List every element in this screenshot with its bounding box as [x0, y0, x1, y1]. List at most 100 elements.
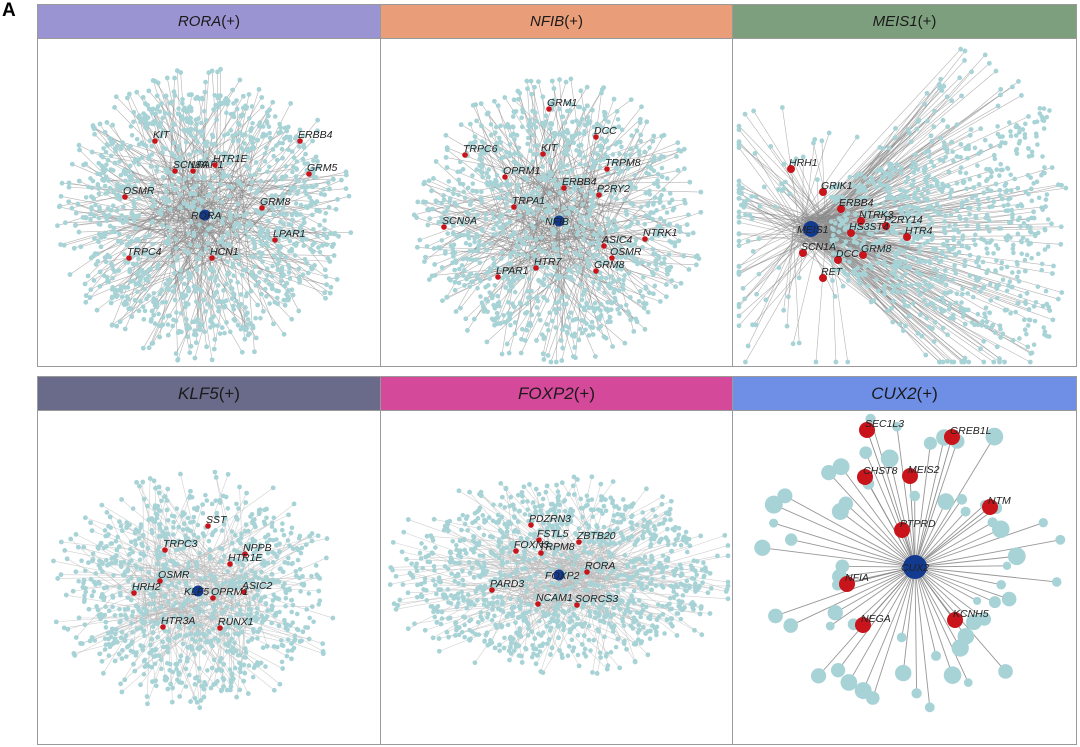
target-node: [629, 220, 634, 226]
target-node: [108, 167, 114, 172]
target-node: [1021, 220, 1027, 226]
target-node: [976, 255, 982, 260]
target-node: [560, 327, 565, 333]
target-node: [736, 243, 742, 249]
target-node: [1050, 317, 1056, 323]
target-node: [267, 130, 272, 136]
gene-node-htr7: [533, 265, 539, 271]
target-node: [132, 205, 137, 210]
target-node: [610, 344, 616, 349]
target-node: [198, 251, 204, 256]
target-node: [63, 592, 69, 598]
target-node: [1025, 145, 1031, 151]
target-node: [196, 116, 201, 121]
target-node: [1000, 331, 1006, 337]
target-node: [484, 339, 490, 345]
target-node: [1023, 189, 1029, 195]
target-node: [993, 68, 999, 74]
target-node: [443, 155, 449, 160]
target-node: [967, 177, 973, 182]
target-node: [757, 204, 763, 209]
edge: [194, 201, 337, 210]
target-node: [496, 303, 502, 309]
target-node: [191, 332, 197, 337]
target-node: [1042, 227, 1048, 233]
target-node: [252, 172, 257, 177]
target-node: [239, 113, 244, 119]
target-node: [197, 287, 203, 292]
target-node: [587, 212, 593, 217]
target-node: [257, 233, 263, 238]
target-node: [1028, 225, 1033, 230]
target-node: [958, 154, 963, 160]
target-node: [572, 345, 578, 350]
target-node: [117, 159, 122, 164]
target-node: [176, 106, 181, 111]
target-node: [609, 274, 614, 279]
target-node: [750, 322, 755, 328]
target-node: [229, 185, 235, 190]
target-node: [207, 276, 212, 281]
target-node: [515, 150, 521, 156]
target-node: [555, 276, 560, 281]
target-node: [639, 104, 644, 110]
target-node: [293, 174, 299, 179]
target-node: [876, 288, 881, 294]
target-node: [1044, 114, 1050, 120]
target-node: [532, 110, 538, 116]
target-node: [943, 154, 948, 160]
edge: [524, 200, 588, 341]
target-node: [218, 181, 223, 187]
target-node: [566, 211, 572, 216]
edge: [788, 239, 803, 297]
target-node: [160, 174, 166, 180]
target-node: [316, 588, 322, 594]
target-node: [618, 236, 623, 241]
target-node: [986, 196, 991, 201]
target-node: [568, 190, 573, 195]
target-node: [487, 179, 493, 185]
target-node: [560, 345, 566, 351]
target-node: [136, 196, 142, 201]
target-node: [593, 306, 598, 312]
target-node: [650, 216, 655, 222]
target-node: [557, 306, 562, 312]
target-node: [234, 298, 239, 304]
target-node: [947, 223, 952, 229]
target-node: [495, 183, 500, 189]
target-node: [942, 290, 948, 296]
edge: [195, 257, 204, 343]
target-node: [839, 218, 844, 223]
target-node: [589, 190, 595, 196]
target-node: [503, 124, 508, 129]
target-node: [258, 178, 264, 184]
target-node: [282, 125, 288, 131]
target-node: [280, 206, 286, 211]
target-node: [176, 176, 182, 181]
target-node: [225, 259, 230, 265]
target-node: [459, 217, 465, 223]
target-node: [652, 283, 658, 289]
target-node: [616, 171, 622, 176]
target-node: [231, 114, 237, 120]
target-node: [528, 235, 534, 241]
target-node: [499, 250, 505, 255]
target-node: [164, 75, 170, 81]
target-node: [793, 156, 799, 162]
target-node: [286, 222, 292, 227]
target-node: [179, 291, 185, 297]
target-node: [646, 261, 652, 267]
target-node: [842, 213, 848, 218]
target-node: [946, 183, 951, 189]
target-node: [149, 204, 155, 210]
target-node: [599, 275, 604, 281]
target-node: [583, 327, 588, 333]
target-node: [236, 137, 242, 143]
target-node: [176, 160, 182, 166]
target-node: [987, 310, 993, 316]
target-node: [889, 270, 894, 276]
target-node: [622, 197, 627, 203]
target-node: [603, 275, 609, 281]
target-node: [646, 172, 652, 177]
target-node: [291, 164, 296, 170]
